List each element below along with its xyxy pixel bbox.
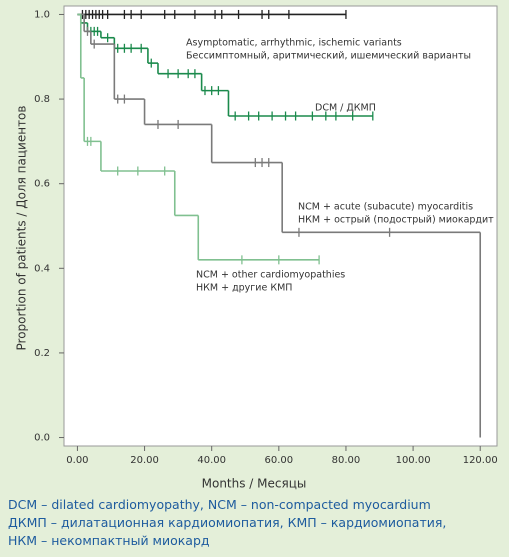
x-tick-label: 80.00 bbox=[332, 455, 361, 466]
x-tick-label: 120.00 bbox=[463, 455, 498, 466]
annotation: NCM + acute (subacute) myocarditis bbox=[298, 202, 473, 213]
annotation: Бессимптомный, аритмический, ишемический… bbox=[186, 51, 471, 62]
x-tick-label: 0.00 bbox=[66, 455, 88, 466]
y-tick-label: 1.0 bbox=[34, 9, 50, 20]
annotation: DCM / ДКМП bbox=[315, 103, 376, 114]
annotation: НКМ + другие КМП bbox=[196, 283, 292, 294]
y-tick-label: 0.8 bbox=[34, 94, 50, 105]
y-tick-label: 0.6 bbox=[34, 179, 50, 190]
caption-line: НКМ – некомпактный миокард bbox=[8, 533, 210, 548]
x-axis-label: Months / Месяцы bbox=[202, 477, 307, 491]
plot-area bbox=[63, 5, 498, 447]
x-tick-label: 20.00 bbox=[130, 455, 159, 466]
y-tick-label: 0.0 bbox=[34, 433, 50, 444]
chart: Months / Месяцы Proportion of patients /… bbox=[15, 5, 498, 491]
y-axis-label: Proportion of patients / Доля пациентов bbox=[15, 106, 29, 351]
y-tick-label: 0.2 bbox=[34, 348, 50, 359]
y-tick-label: 0.4 bbox=[34, 263, 50, 274]
caption-line: DCM – dilated cardiomyopathy, NCM – non-… bbox=[8, 497, 431, 512]
x-tick-label: 100.00 bbox=[396, 455, 431, 466]
annotation: НКМ + острый (подострый) миокардит bbox=[298, 215, 494, 226]
caption-line: ДКМП – дилатационная кардиомиопатия, КМП… bbox=[8, 515, 447, 530]
x-tick-label: 60.00 bbox=[265, 455, 294, 466]
annotation: Asymptomatic, arrhythmic, ischemic varia… bbox=[186, 38, 402, 49]
annotation: NCM + other cardiomyopathies bbox=[196, 270, 345, 281]
x-tick-label: 40.00 bbox=[197, 455, 226, 466]
